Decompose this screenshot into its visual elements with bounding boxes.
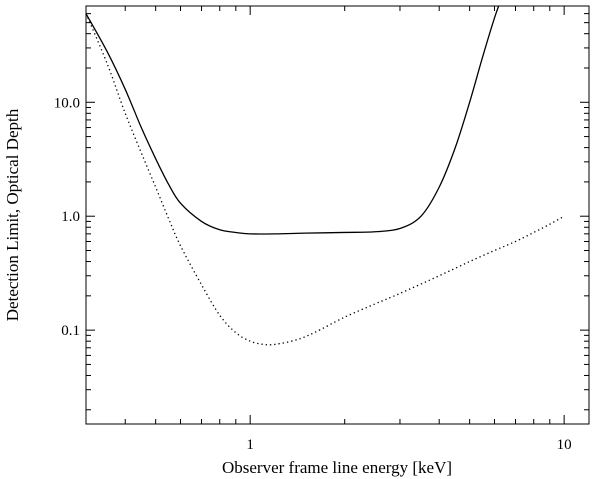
plot-frame — [85, 5, 590, 425]
x-axis-title: Observer frame line energy [keV] — [222, 458, 452, 477]
y-axis-title: Detection Limit, Optical Depth — [3, 108, 22, 321]
dotted-series-line — [86, 13, 565, 346]
tick-labels: 1 10 0.1 1.0 10.0 — [54, 95, 572, 453]
series-layer — [86, 6, 565, 346]
y-tick-label: 1.0 — [61, 209, 80, 225]
axis-ticks — [85, 5, 589, 424]
x-tick-label: 10 — [557, 437, 572, 453]
x-tick-label: 1 — [246, 437, 254, 453]
solid-series-line — [86, 6, 500, 235]
y-tick-label: 10.0 — [54, 95, 80, 111]
y-tick-label: 0.1 — [61, 323, 80, 339]
